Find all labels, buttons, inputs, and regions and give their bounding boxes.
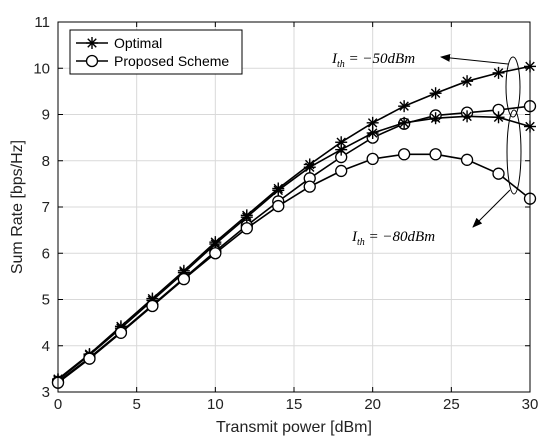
- annotation-ith-50: Ith = −50dBm: [331, 51, 521, 118]
- tick-labels: 0 5 10 15 20 25 30 3 4 5 6 7 8 9 10 11: [33, 14, 538, 413]
- data-point: [366, 127, 379, 139]
- data-point: [366, 152, 379, 166]
- data-point: [429, 148, 442, 161]
- annotation-arrow-80: [472, 189, 511, 228]
- annotation-ith-80: Ith = −80dBm: [351, 109, 522, 248]
- data-point: [335, 143, 348, 156]
- y-tick-label: 3: [42, 384, 50, 401]
- y-tick-label: 5: [42, 292, 50, 309]
- y-axis-label: Sum Rate [bps/Hz]: [9, 140, 26, 274]
- series-line: [57, 65, 531, 380]
- data-point: [492, 66, 505, 79]
- y-tick-label: 9: [42, 107, 50, 124]
- x-tick-label: 30: [522, 396, 539, 413]
- y-tick-label: 7: [42, 199, 50, 216]
- data-point: [335, 136, 348, 149]
- series-3: [51, 148, 537, 389]
- x-axis-label: Transmit power [dBm]: [216, 419, 372, 436]
- annotation-arrow-50: [440, 53, 509, 65]
- series-line: [57, 153, 531, 384]
- data-point: [429, 112, 442, 125]
- legend-label-proposed: Proposed Scheme: [114, 53, 229, 69]
- legend-label-optimal: Optimal: [114, 35, 162, 51]
- data-point: [335, 164, 348, 178]
- y-tick-label: 11: [34, 14, 50, 31]
- annotation-text-80: Ith = −80dBm: [351, 229, 435, 248]
- legend-marker-optimal: [86, 37, 98, 49]
- ticks: [57, 21, 531, 393]
- data-point: [460, 153, 474, 166]
- x-tick-label: 10: [207, 396, 224, 413]
- x-tick-label: 0: [54, 396, 62, 413]
- data-point: [177, 272, 191, 286]
- data-point: [398, 116, 411, 129]
- data-point: [272, 199, 285, 213]
- data-point: [461, 75, 474, 88]
- legend: Optimal Proposed Scheme: [69, 29, 243, 75]
- data-point: [303, 161, 316, 174]
- series-line: [57, 115, 531, 381]
- legend-marker-proposed: [85, 54, 99, 68]
- data-point: [114, 326, 128, 339]
- y-tick-label: 4: [42, 338, 50, 355]
- data-point: [303, 180, 316, 193]
- y-tick-label: 6: [42, 245, 50, 262]
- x-tick-label: 5: [132, 396, 140, 413]
- data-point: [240, 211, 253, 224]
- annotation-ellipse-50: [505, 56, 521, 118]
- data-point: [492, 167, 505, 180]
- annotation-ellipse-80: [506, 109, 522, 195]
- x-tick-label: 25: [443, 396, 460, 413]
- data-point: [240, 222, 253, 235]
- data-point: [429, 87, 442, 100]
- legend-box: [69, 29, 243, 75]
- data-point: [398, 100, 411, 113]
- legend-marker-symbol: [86, 37, 98, 49]
- data-point: [146, 299, 159, 313]
- legend-marker-symbol: [85, 54, 99, 68]
- x-tick-label: 20: [364, 396, 381, 413]
- data-point: [209, 247, 222, 260]
- data-point: [461, 110, 474, 123]
- data-point: [397, 148, 411, 161]
- y-tick-label: 8: [42, 153, 50, 170]
- data-point: [492, 111, 505, 124]
- annotation-text-50: Ith = −50dBm: [331, 51, 415, 70]
- data-point: [366, 116, 379, 129]
- data-point: [272, 184, 285, 197]
- x-tick-label: 15: [286, 396, 303, 413]
- y-tick-label: 10: [33, 60, 50, 77]
- data-point: [83, 352, 96, 365]
